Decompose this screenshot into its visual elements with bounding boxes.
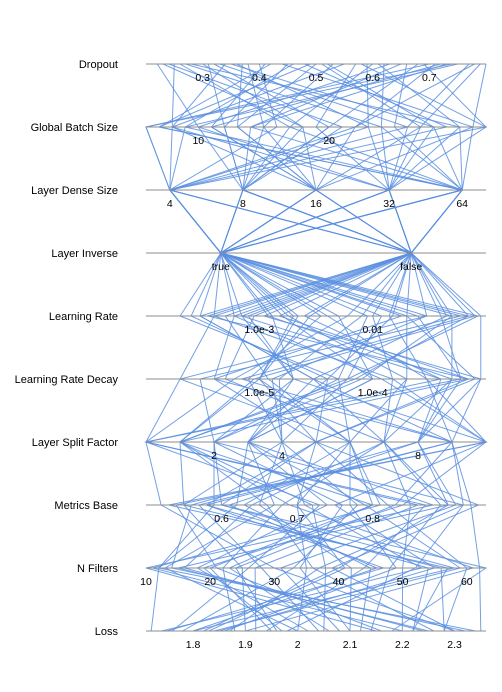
- tick-label-dropout-4: 0.7: [422, 72, 437, 84]
- tick-label-batch-1: 20: [323, 135, 335, 147]
- tick-label-split-1: 4: [279, 450, 285, 462]
- trial-line-43: [144, 63, 487, 632]
- axis-label-metrics: Metrics Base: [54, 500, 118, 512]
- tick-label-dropout-0: 0.3: [195, 72, 210, 84]
- trial-line-27: [207, 63, 408, 632]
- trial-line-21: [168, 63, 488, 632]
- tick-label-inverse-1: false: [400, 261, 422, 273]
- trial-line-10: [168, 63, 488, 632]
- tick-label-loss-3: 2.1: [343, 639, 358, 651]
- trial-line-26: [179, 63, 476, 632]
- trial-line-1: [410, 63, 487, 632]
- tick-label-dense-1: 8: [240, 198, 246, 210]
- tick-label-split-2: 8: [415, 450, 421, 462]
- trial-line-24: [219, 63, 488, 632]
- tick-label-metrics-0: 0.6: [214, 513, 229, 525]
- tick-label-loss-5: 2.3: [447, 639, 462, 651]
- trial-line-16: [191, 63, 465, 632]
- axis-label-loss: Loss: [95, 626, 119, 638]
- tick-label-lrdecay-0: 1.0e-5: [244, 387, 274, 399]
- trial-line-12: [166, 63, 471, 632]
- tick-label-loss-0: 1.8: [186, 639, 201, 651]
- tick-label-batch-0: 10: [192, 135, 204, 147]
- trial-line-30: [145, 63, 453, 632]
- tick-label-filters-4: 50: [397, 576, 409, 588]
- tick-label-inverse-0: true: [212, 261, 230, 273]
- trial-line-33: [183, 63, 453, 632]
- trial-line-48: [178, 63, 480, 632]
- trial-line-35: [168, 63, 453, 632]
- trial-line-44: [210, 63, 448, 632]
- axis-label-dense: Layer Dense Size: [31, 185, 118, 197]
- tick-label-dense-0: 4: [167, 198, 173, 210]
- axis-label-lr: Learning Rate: [49, 311, 118, 323]
- trial-line-47: [205, 63, 471, 632]
- trial-line-45: [164, 63, 374, 632]
- axes: Dropout 0.3 0.4 0.5 0.6 0.7 Global Batch Size 1…: [15, 59, 486, 651]
- trial-line-28: [157, 63, 476, 632]
- tick-label-loss-4: 2.2: [395, 639, 410, 651]
- tick-label-filters-5: 60: [461, 576, 473, 588]
- axis-label-filters: N Filters: [77, 563, 118, 575]
- tick-label-dense-3: 32: [383, 198, 395, 210]
- tick-label-filters-2: 30: [268, 576, 280, 588]
- trial-line-41: [157, 63, 487, 632]
- trial-line-29: [262, 63, 482, 632]
- tick-label-lrdecay-1: 1.0e-4: [358, 387, 388, 399]
- trial-line-15: [169, 63, 458, 632]
- tick-label-filters-1: 20: [204, 576, 216, 588]
- tick-label-dropout-3: 0.6: [365, 72, 380, 84]
- tick-label-loss-2: 2: [295, 639, 301, 651]
- trial-line-23: [170, 63, 450, 632]
- tick-label-dense-2: 16: [310, 198, 322, 210]
- tick-label-metrics-1: 0.7: [290, 513, 305, 525]
- tick-label-dropout-1: 0.4: [252, 72, 267, 84]
- trial-lines: [144, 63, 488, 632]
- tick-label-dense-4: 64: [456, 198, 468, 210]
- trial-line-49: [171, 63, 413, 632]
- axis-label-split: Layer Split Factor: [32, 437, 119, 449]
- tick-label-loss-1: 1.9: [238, 639, 253, 651]
- axis-label-inverse: Layer Inverse: [51, 248, 118, 260]
- trial-line-36: [183, 63, 480, 632]
- tick-label-dropout-2: 0.5: [309, 72, 324, 84]
- tick-label-lr-1: 0.01: [362, 324, 383, 336]
- trial-line-7: [242, 63, 413, 632]
- tick-label-metrics-2: 0.8: [365, 513, 380, 525]
- axis-label-dropout: Dropout: [79, 59, 118, 71]
- trial-line-46: [179, 63, 464, 632]
- trial-line-32: [144, 63, 427, 632]
- axis-label-lrdecay: Learning Rate Decay: [15, 374, 119, 386]
- axis-label-batch: Global Batch Size: [31, 122, 118, 134]
- tick-label-filters-0: 10: [140, 576, 152, 588]
- tick-label-split-0: 2: [211, 450, 217, 462]
- trial-line-38: [150, 63, 461, 632]
- tick-label-filters-3: 40: [333, 576, 345, 588]
- trial-line-22: [168, 63, 374, 632]
- tick-label-lr-0: 1.0e-3: [244, 324, 274, 336]
